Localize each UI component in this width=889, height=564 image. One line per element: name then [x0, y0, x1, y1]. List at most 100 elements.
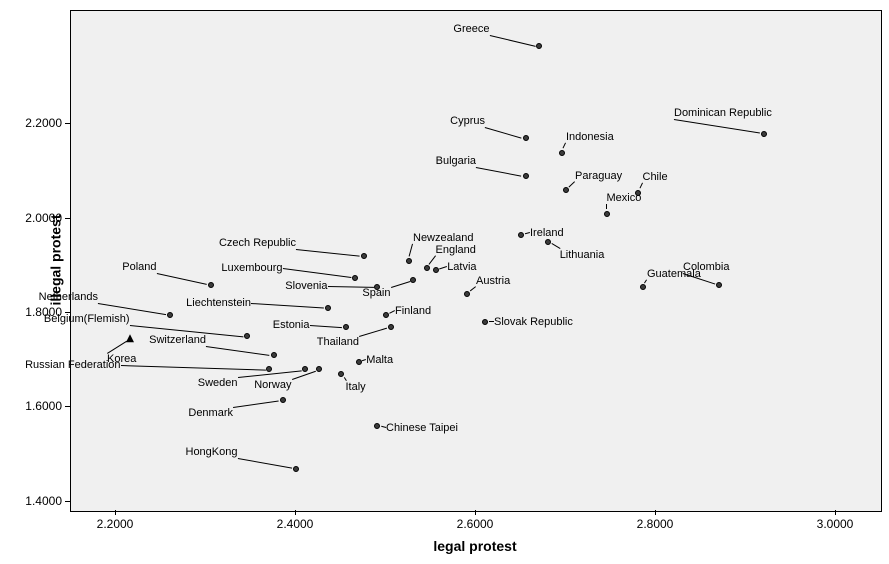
leader-line [233, 401, 279, 408]
leader-line [489, 35, 535, 47]
y-tick-label: 1.8000 [25, 305, 62, 319]
data-point [716, 282, 722, 288]
data-point [293, 466, 299, 472]
y-tick-mark [65, 123, 70, 124]
leader-line [391, 281, 410, 288]
leader-line [296, 249, 360, 257]
y-axis-title: illegal protest [48, 214, 64, 305]
data-point-label: Malta [366, 354, 393, 366]
x-tick-label: 2.6000 [457, 517, 494, 531]
data-point [518, 232, 524, 238]
data-point [523, 173, 529, 179]
data-point-label: Thailand [317, 336, 359, 348]
data-point-label: Ireland [530, 227, 564, 239]
data-point [410, 277, 416, 283]
data-point-label: Chile [643, 171, 668, 183]
data-point [635, 190, 641, 196]
data-point-label: Estonia [273, 319, 310, 331]
data-point [266, 366, 272, 372]
data-point-label: Czech Republic [219, 237, 296, 249]
leader-line [562, 143, 566, 149]
leader-line [120, 365, 265, 371]
data-point [482, 319, 488, 325]
x-axis-title: legal protest [433, 538, 516, 554]
leader-line [206, 346, 270, 356]
data-point-label: Switzerland [149, 334, 206, 346]
leader-line [485, 127, 522, 139]
leader-line [107, 341, 127, 354]
data-point-label: Sweden [198, 377, 238, 389]
data-point [356, 359, 362, 365]
data-point-label: Greece [453, 23, 489, 35]
y-tick-label: 1.6000 [25, 399, 62, 413]
y-tick-mark [65, 406, 70, 407]
data-point-label: Spain [362, 287, 390, 299]
x-tick-mark [295, 510, 296, 515]
data-point-label: Luxembourg [221, 262, 282, 274]
data-point [424, 265, 430, 271]
leader-line [639, 183, 643, 189]
data-point [126, 334, 134, 342]
leader-line [156, 273, 206, 285]
data-point-label: Chinese Taipei [386, 422, 458, 434]
data-point [244, 333, 250, 339]
x-tick-mark [115, 510, 116, 515]
x-tick-label: 2.2000 [97, 517, 134, 531]
data-point-label: Paraguay [575, 170, 622, 182]
leader-line [470, 286, 476, 291]
data-point [325, 305, 331, 311]
scatter-chart: KoreaNetherlandsPolandBelgium(Flemish)Ru… [0, 0, 889, 564]
data-point [640, 284, 646, 290]
data-point-label: Bulgaria [436, 155, 476, 167]
data-point [316, 366, 322, 372]
leader-line [428, 256, 435, 265]
data-point [167, 312, 173, 318]
x-tick-label: 2.4000 [277, 517, 314, 531]
data-point-label: Russian Federation [25, 359, 120, 371]
leader-line [476, 167, 522, 177]
leader-line [568, 181, 575, 187]
data-point [545, 239, 551, 245]
data-point [302, 366, 308, 372]
data-point [343, 324, 349, 330]
data-point-label: Lithuania [560, 249, 605, 261]
y-tick-mark [65, 312, 70, 313]
leader-line [439, 266, 447, 269]
data-point-label: Liechtenstein [186, 297, 251, 309]
data-point-label: Dominican Republic [674, 107, 772, 119]
leader-line [237, 458, 292, 469]
data-point [464, 291, 470, 297]
data-point [352, 275, 358, 281]
y-tick-mark [65, 218, 70, 219]
data-point [280, 397, 286, 403]
data-point [383, 312, 389, 318]
data-point-label: Colombia [683, 261, 729, 273]
data-point [604, 211, 610, 217]
data-point-label: Latvia [447, 261, 476, 273]
data-point [559, 150, 565, 156]
leader-line [282, 268, 350, 278]
data-point [208, 282, 214, 288]
data-point-label: Italy [346, 381, 366, 393]
data-point-label: Slovak Republic [494, 316, 573, 328]
data-point-label: Newzealand [413, 232, 474, 244]
data-point [761, 131, 767, 137]
leader-line [251, 303, 324, 308]
data-point [374, 423, 380, 429]
data-point-label: Denmark [188, 407, 233, 419]
data-point-label: Poland [122, 261, 156, 273]
leader-line [644, 279, 647, 283]
data-point-label: Indonesia [566, 131, 614, 143]
plot-area: KoreaNetherlandsPolandBelgium(Flemish)Ru… [70, 10, 882, 512]
data-point [338, 371, 344, 377]
x-tick-label: 3.0000 [817, 517, 854, 531]
y-tick-label: 2.2000 [25, 116, 62, 130]
x-tick-mark [655, 510, 656, 515]
data-point [433, 267, 439, 273]
data-point-label: Cyprus [450, 115, 485, 127]
data-point-label: Norway [254, 379, 291, 391]
data-point [563, 187, 569, 193]
x-tick-label: 2.8000 [637, 517, 674, 531]
leader-line [606, 204, 607, 209]
leader-line [309, 325, 341, 328]
